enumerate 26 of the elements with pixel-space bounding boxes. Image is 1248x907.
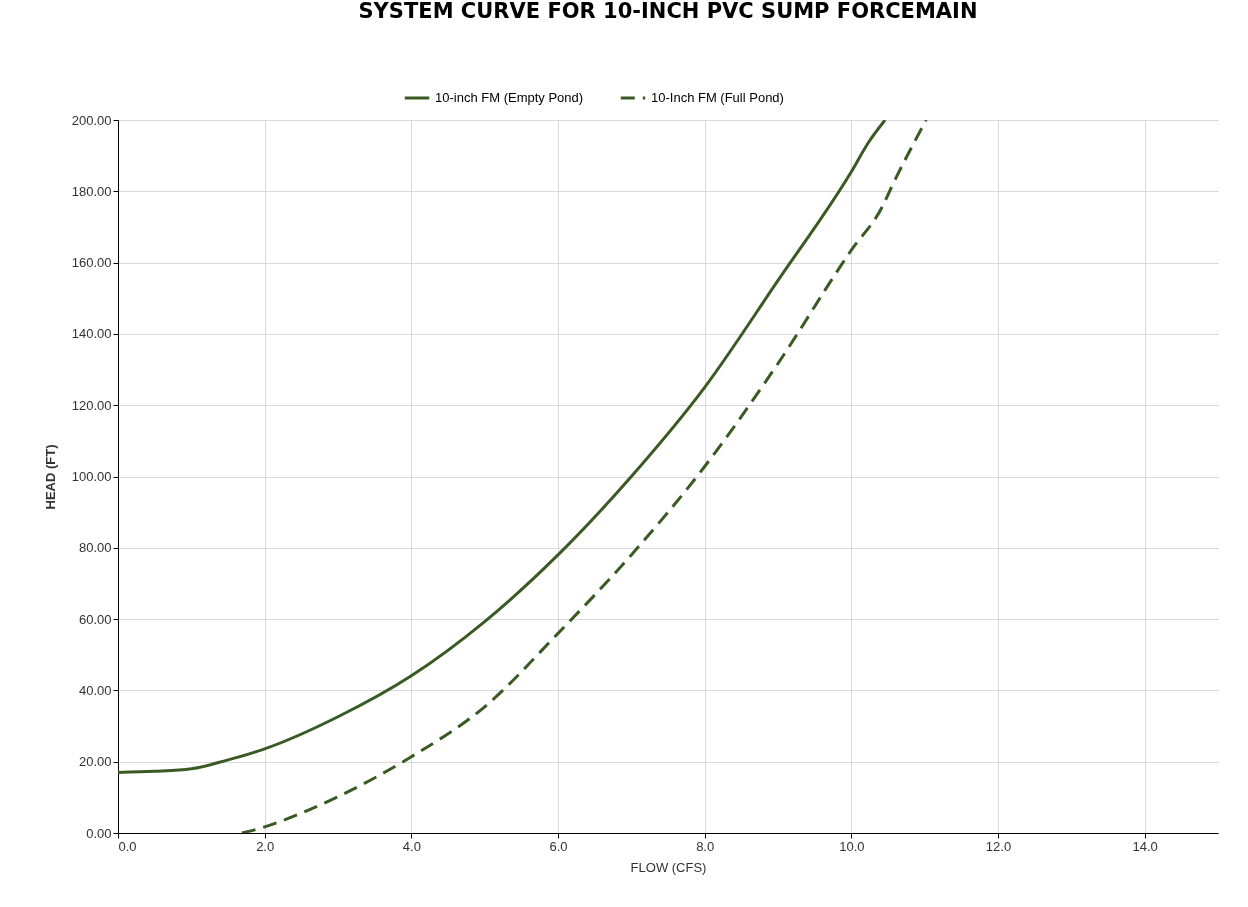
y-tick-label: 80.00 — [78, 540, 112, 556]
y-tick-label: 0.00 — [86, 825, 112, 841]
y-tick-label: 200.00 — [71, 112, 112, 128]
x-tick-label: 10.0 — [839, 838, 865, 854]
y-tick-label: 100.00 — [71, 469, 112, 484]
y-tick-label: 40.00 — [78, 682, 112, 698]
x-tick-label: 8.0 — [696, 838, 715, 854]
y-tick-label: 180.00 — [71, 183, 112, 199]
x-tick-label: 14.0 — [1132, 838, 1158, 854]
legend-label: 10-inch FM (Empty Pond) — [435, 90, 584, 105]
line-series — [118, 120, 887, 774]
y-axis-title: HEAD (FT) — [42, 444, 58, 510]
x-tick-label: 0.0 — [118, 838, 137, 854]
x-tick-label: 12.0 — [985, 838, 1012, 854]
y-tick-label: 60.00 — [78, 611, 112, 627]
x-axis-title: FLOW (CFS) — [630, 859, 707, 875]
y-tick-label: 20.00 — [78, 754, 112, 770]
line-series — [240, 120, 928, 833]
x-tick-label: 2.0 — [256, 838, 275, 854]
y-tick-label: 120.00 — [71, 397, 112, 413]
chart-title: SYSTEM CURVE FOR 10-INCH PVC SUMP FORCEMAIN — [358, 0, 978, 23]
legend-label: 10-Inch FM (Full Pond) — [651, 90, 784, 105]
y-tick-label: 140.00 — [71, 326, 112, 342]
x-tick-label: 4.0 — [402, 838, 421, 854]
y-tick-label: 160.00 — [71, 255, 112, 271]
x-tick-label: 6.0 — [549, 838, 568, 854]
